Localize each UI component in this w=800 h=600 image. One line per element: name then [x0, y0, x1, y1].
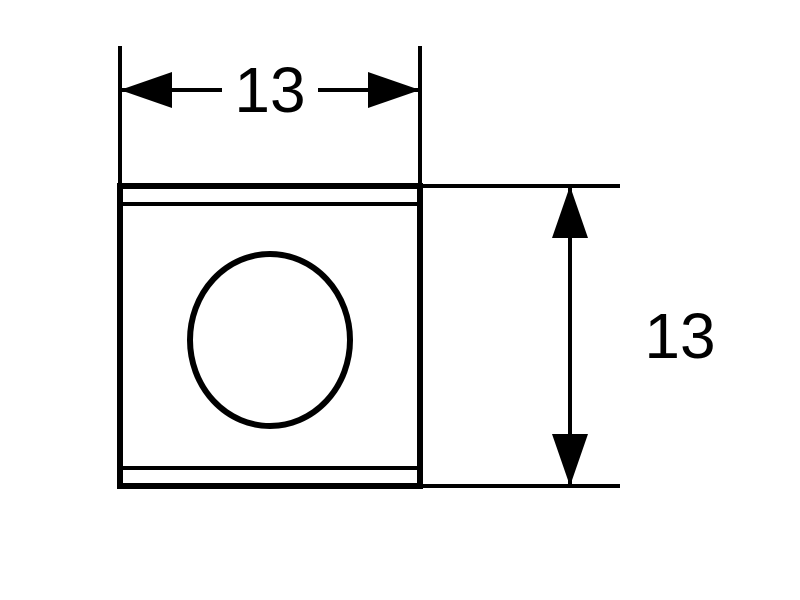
center-circle: [190, 254, 350, 426]
top-dim-arrow-right-icon: [368, 72, 420, 108]
top-dim-arrow-left-icon: [120, 72, 172, 108]
right-dim-arrow-up-icon: [552, 186, 588, 238]
square-outline: [120, 186, 420, 486]
top-dim-label: 13: [234, 54, 305, 126]
dimension-drawing: 13 13: [0, 0, 800, 600]
right-dim-arrow-down-icon: [552, 434, 588, 486]
right-dim-label: 13: [644, 300, 715, 372]
